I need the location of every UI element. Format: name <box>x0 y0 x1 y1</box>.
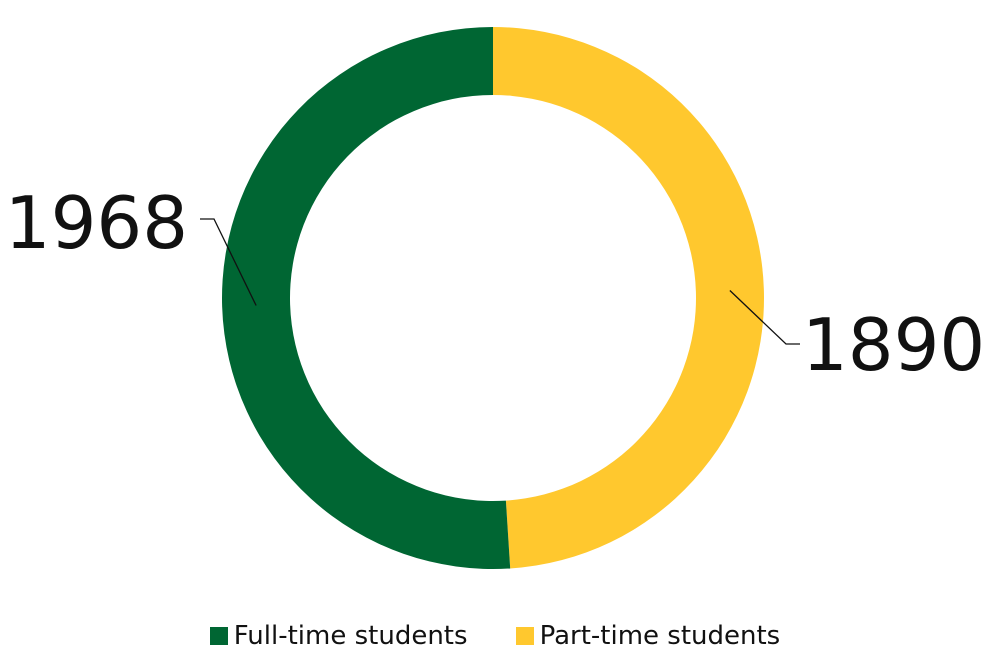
label-leaders <box>200 218 800 345</box>
chart-legend: Full-time students Part-time students <box>0 621 990 651</box>
data-label-full-time: 1968 <box>5 181 188 265</box>
leader-line-part-time <box>729 290 800 345</box>
donut-slice-full-time <box>222 27 511 570</box>
legend-swatch-full-time <box>209 627 228 645</box>
legend-label-full-time: Full-time students <box>233 621 468 651</box>
legend-item-full-time: Full-time students <box>209 621 468 651</box>
data-label-part-time: 1890 <box>802 303 985 387</box>
legend-item-part-time: Part-time students <box>515 621 781 651</box>
leader-line-full-time <box>200 218 257 306</box>
donut-slice-part-time <box>493 27 764 569</box>
legend-swatch-part-time <box>515 627 534 645</box>
legend-label-part-time: Part-time students <box>539 621 781 651</box>
donut-slices <box>222 27 764 570</box>
